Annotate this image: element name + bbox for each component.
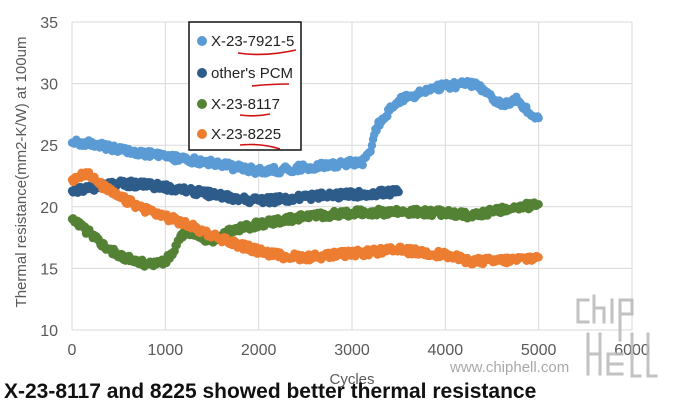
red-underline-0 xyxy=(237,49,297,56)
legend-label-3: X-23-8225 xyxy=(211,126,281,143)
y-tick-label: 30 xyxy=(40,77,58,94)
chiphell-logo xyxy=(576,294,658,378)
y-axis-title: Thermal resistance(mm2-K/W) at 100um xyxy=(13,37,30,308)
scatter-mark xyxy=(533,253,542,262)
chart-series xyxy=(67,77,543,271)
chart-legend: X-23-7921-5 other's PCM X-23-8117 X-23-8… xyxy=(188,21,302,151)
x-tick-label: 1000 xyxy=(148,342,184,359)
y-tick-label: 35 xyxy=(40,15,58,32)
watermark-url: www.chiphell.com xyxy=(449,359,569,376)
y-tick-label: 25 xyxy=(40,138,58,155)
series-1 xyxy=(67,176,403,208)
legend-marker-3 xyxy=(197,129,207,139)
scatter-mark xyxy=(358,160,367,170)
watermark: www.chiphell.com xyxy=(449,294,658,378)
scatter-mark xyxy=(365,148,374,157)
red-underline-1 xyxy=(251,83,290,87)
legend-marker-1 xyxy=(197,68,207,78)
legend-marker-0 xyxy=(197,36,207,46)
chart-grid xyxy=(71,21,633,331)
x-tick-label: 5000 xyxy=(521,342,557,359)
y-tick-label: 10 xyxy=(40,323,58,340)
legend-label-2: X-23-8117 xyxy=(211,96,280,113)
legend-box xyxy=(188,21,302,151)
x-tick-label: 0 xyxy=(68,342,77,359)
x-tick-label: 2000 xyxy=(241,342,277,359)
scatter-mark xyxy=(533,112,542,121)
x-axis-title: Cycles xyxy=(329,371,374,388)
y-tick-label: 15 xyxy=(40,261,58,278)
scatter-mark xyxy=(393,186,402,195)
legend-marker-2 xyxy=(197,99,207,109)
legend-label-1: other's PCM xyxy=(211,65,293,82)
y-tick-label: 20 xyxy=(40,200,58,217)
scatter-mark xyxy=(383,112,392,121)
x-tick-label: 4000 xyxy=(428,342,464,359)
series-3 xyxy=(67,168,543,269)
red-underline-2 xyxy=(239,113,271,117)
slide-caption: X-23-8117 and 8225 showed better thermal… xyxy=(4,380,537,400)
scatter-mark xyxy=(533,200,542,209)
red-underline-3 xyxy=(239,143,281,150)
legend-label-0: X-23-7921-5 xyxy=(211,33,294,50)
series-0 xyxy=(67,77,543,178)
x-tick-label: 3000 xyxy=(334,342,370,359)
